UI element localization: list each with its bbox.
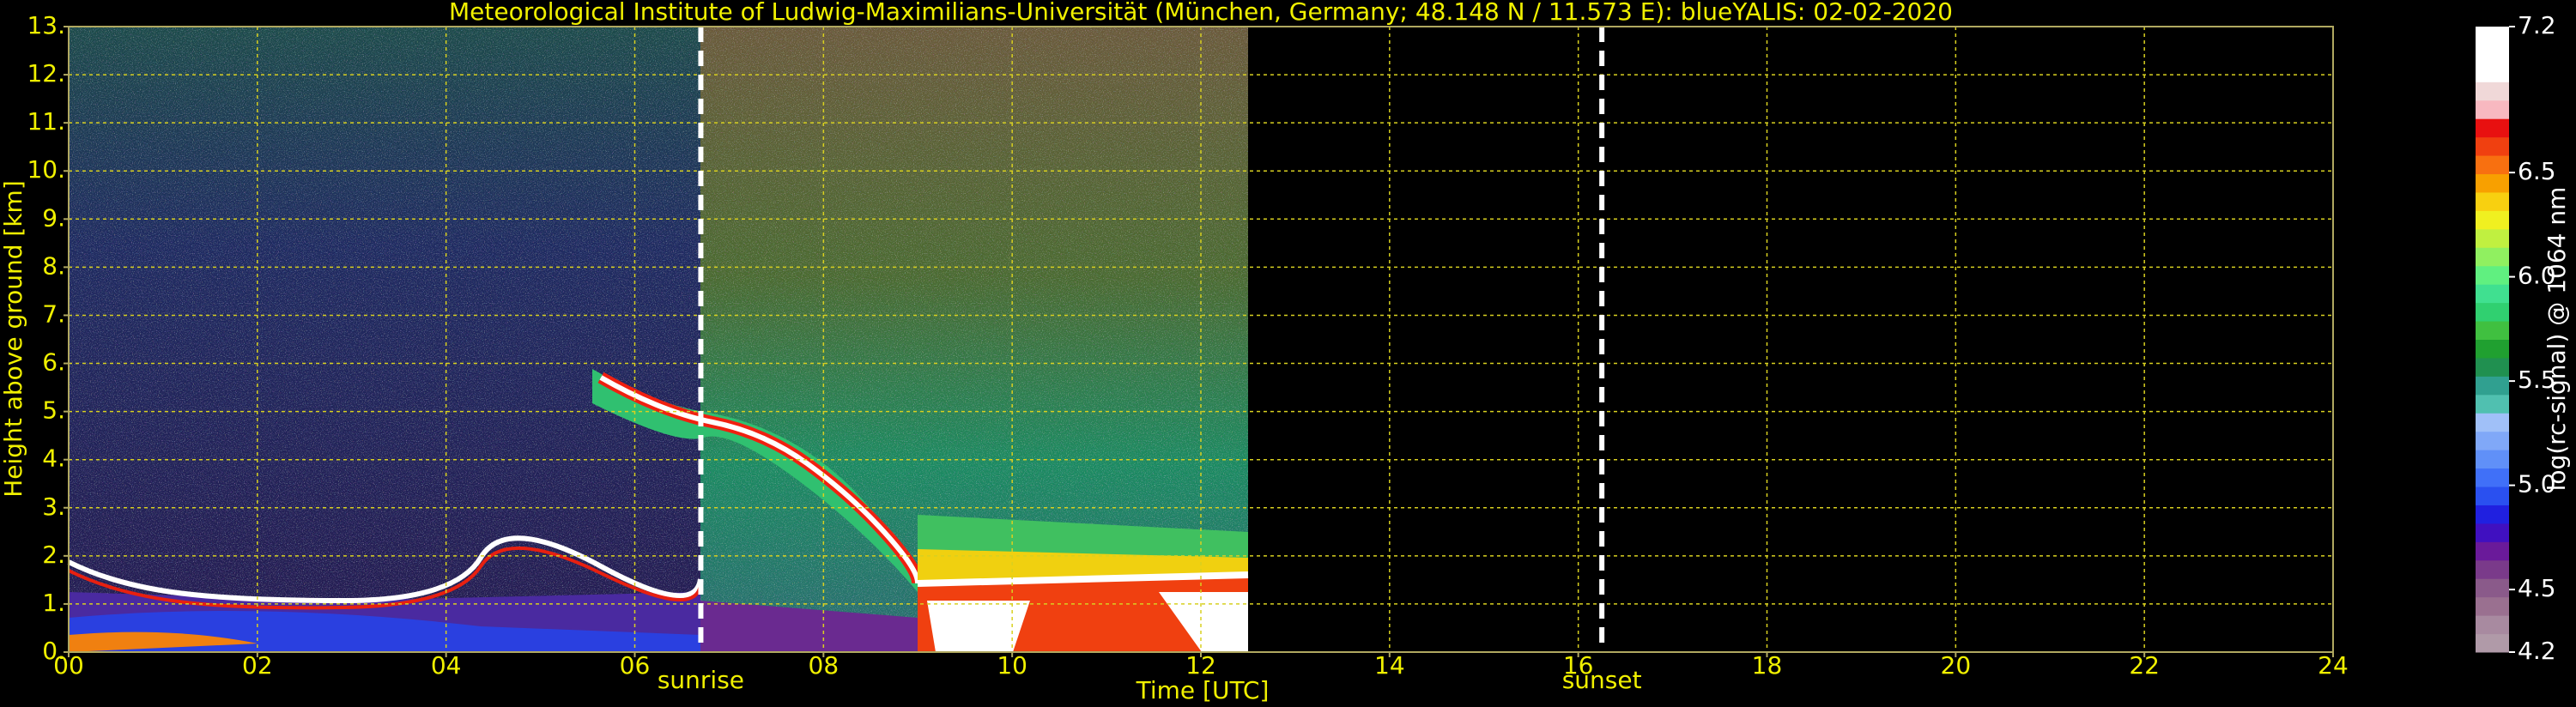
y-tick-label: 7. xyxy=(42,299,65,328)
x-tick-label: 06 xyxy=(620,651,651,680)
colorbar-segment xyxy=(2476,136,2509,156)
y-tick-label: 0. xyxy=(42,637,65,665)
colorbar-segment xyxy=(2476,118,2509,138)
colorbar-segment xyxy=(2476,210,2509,230)
colorbar-segment xyxy=(2476,284,2509,304)
y-tick-label: 11. xyxy=(27,107,65,136)
x-tick-label: 10 xyxy=(997,651,1027,680)
heatmap-field xyxy=(67,27,1249,652)
colorbar-segment xyxy=(2476,321,2509,340)
colorbar-segment xyxy=(2476,100,2509,119)
colorbar-segment xyxy=(2476,413,2509,432)
colorbar-segment xyxy=(2476,155,2509,175)
colorbar-segment xyxy=(2476,541,2509,561)
y-tick-label: 4. xyxy=(42,444,65,473)
colorbar-segment xyxy=(2476,302,2509,322)
y-tick-label: 5. xyxy=(42,396,65,425)
colorbar-segment xyxy=(2476,357,2509,377)
colorbar-segment xyxy=(2476,228,2509,248)
colorbar-segment xyxy=(2476,615,2509,635)
x-tick-label: 00 xyxy=(53,651,84,680)
x-tick-label: 22 xyxy=(2129,651,2160,680)
event-label: sunset xyxy=(1562,666,1642,694)
x-tick-label: 24 xyxy=(2318,651,2349,680)
x-tick-label: 12 xyxy=(1185,651,1216,680)
colorbar-segment xyxy=(2476,82,2509,101)
colorbar-segment xyxy=(2476,505,2509,524)
x-tick-label: 20 xyxy=(1941,651,1972,680)
colorbar-segment xyxy=(2476,339,2509,359)
x-tick-label: 02 xyxy=(242,651,273,680)
x-tick-label: 18 xyxy=(1752,651,1783,680)
colorbar-segment xyxy=(2476,45,2509,64)
colorbar-segment xyxy=(2476,596,2509,616)
colorbar-segment xyxy=(2476,247,2509,267)
colorbar-segment xyxy=(2476,376,2509,396)
colorbar-segment xyxy=(2476,486,2509,505)
colorbar-segment xyxy=(2476,633,2509,653)
colorbar-segment xyxy=(2476,27,2509,45)
colorbar-tick-label: 7.2 xyxy=(2518,11,2556,39)
colorbar-segment xyxy=(2476,431,2509,450)
colorbar-segment xyxy=(2476,394,2509,414)
colorbar-segment xyxy=(2476,468,2509,487)
event-label: sunrise xyxy=(658,666,744,694)
colorbar-tick-label: 4.2 xyxy=(2518,637,2556,665)
colorbar-tick-label: 4.5 xyxy=(2518,574,2556,602)
axes: 00 02 04 06 08 10 12 14 16 18 20 22 24 0. 1. 2. 3. 4. 5. 6.… xyxy=(27,11,2555,694)
y-tick-label: 2. xyxy=(42,541,65,569)
colorbar-tick-label: 6.0 xyxy=(2518,262,2556,290)
colorbar-segment xyxy=(2476,559,2509,579)
colorbar-tick-label: 6.5 xyxy=(2518,157,2556,185)
y-tick-label: 12. xyxy=(27,59,65,88)
colorbar-label: log(rc-signal) @ 1064 nm xyxy=(2543,187,2571,492)
chart-title: Meteorological Institute of Ludwig-Maxim… xyxy=(449,0,1953,26)
colorbar-segment xyxy=(2476,450,2509,469)
colorbar-segment xyxy=(2476,191,2509,211)
y-tick-label: 9. xyxy=(42,203,65,232)
x-axis-label: Time [UTC] xyxy=(1136,676,1270,704)
x-tick-label: 14 xyxy=(1374,651,1405,680)
colorbar-segment xyxy=(2476,173,2509,193)
y-tick-label: 13. xyxy=(27,11,65,39)
plot-frame xyxy=(68,26,2334,653)
colorbar-segment xyxy=(2476,523,2509,542)
y-tick-label: 6. xyxy=(42,348,65,377)
colorbar-segment xyxy=(2476,578,2509,598)
y-tick-label: 10. xyxy=(27,155,65,184)
colorbar-tick-label: 5.5 xyxy=(2518,366,2556,394)
colorbar-segment xyxy=(2476,265,2509,285)
colorbar-tick-label: 5.0 xyxy=(2518,470,2556,499)
y-tick-label: 3. xyxy=(42,492,65,521)
x-tick-label: 08 xyxy=(809,651,839,680)
x-tick-label: 04 xyxy=(431,651,462,680)
x-tick-label: 16 xyxy=(1563,651,1594,680)
y-axis-label: Height above ground [km] xyxy=(0,180,27,498)
colorbar-segment xyxy=(2476,63,2509,82)
y-tick-label: 1. xyxy=(42,589,65,617)
y-tick-label: 8. xyxy=(42,251,65,280)
